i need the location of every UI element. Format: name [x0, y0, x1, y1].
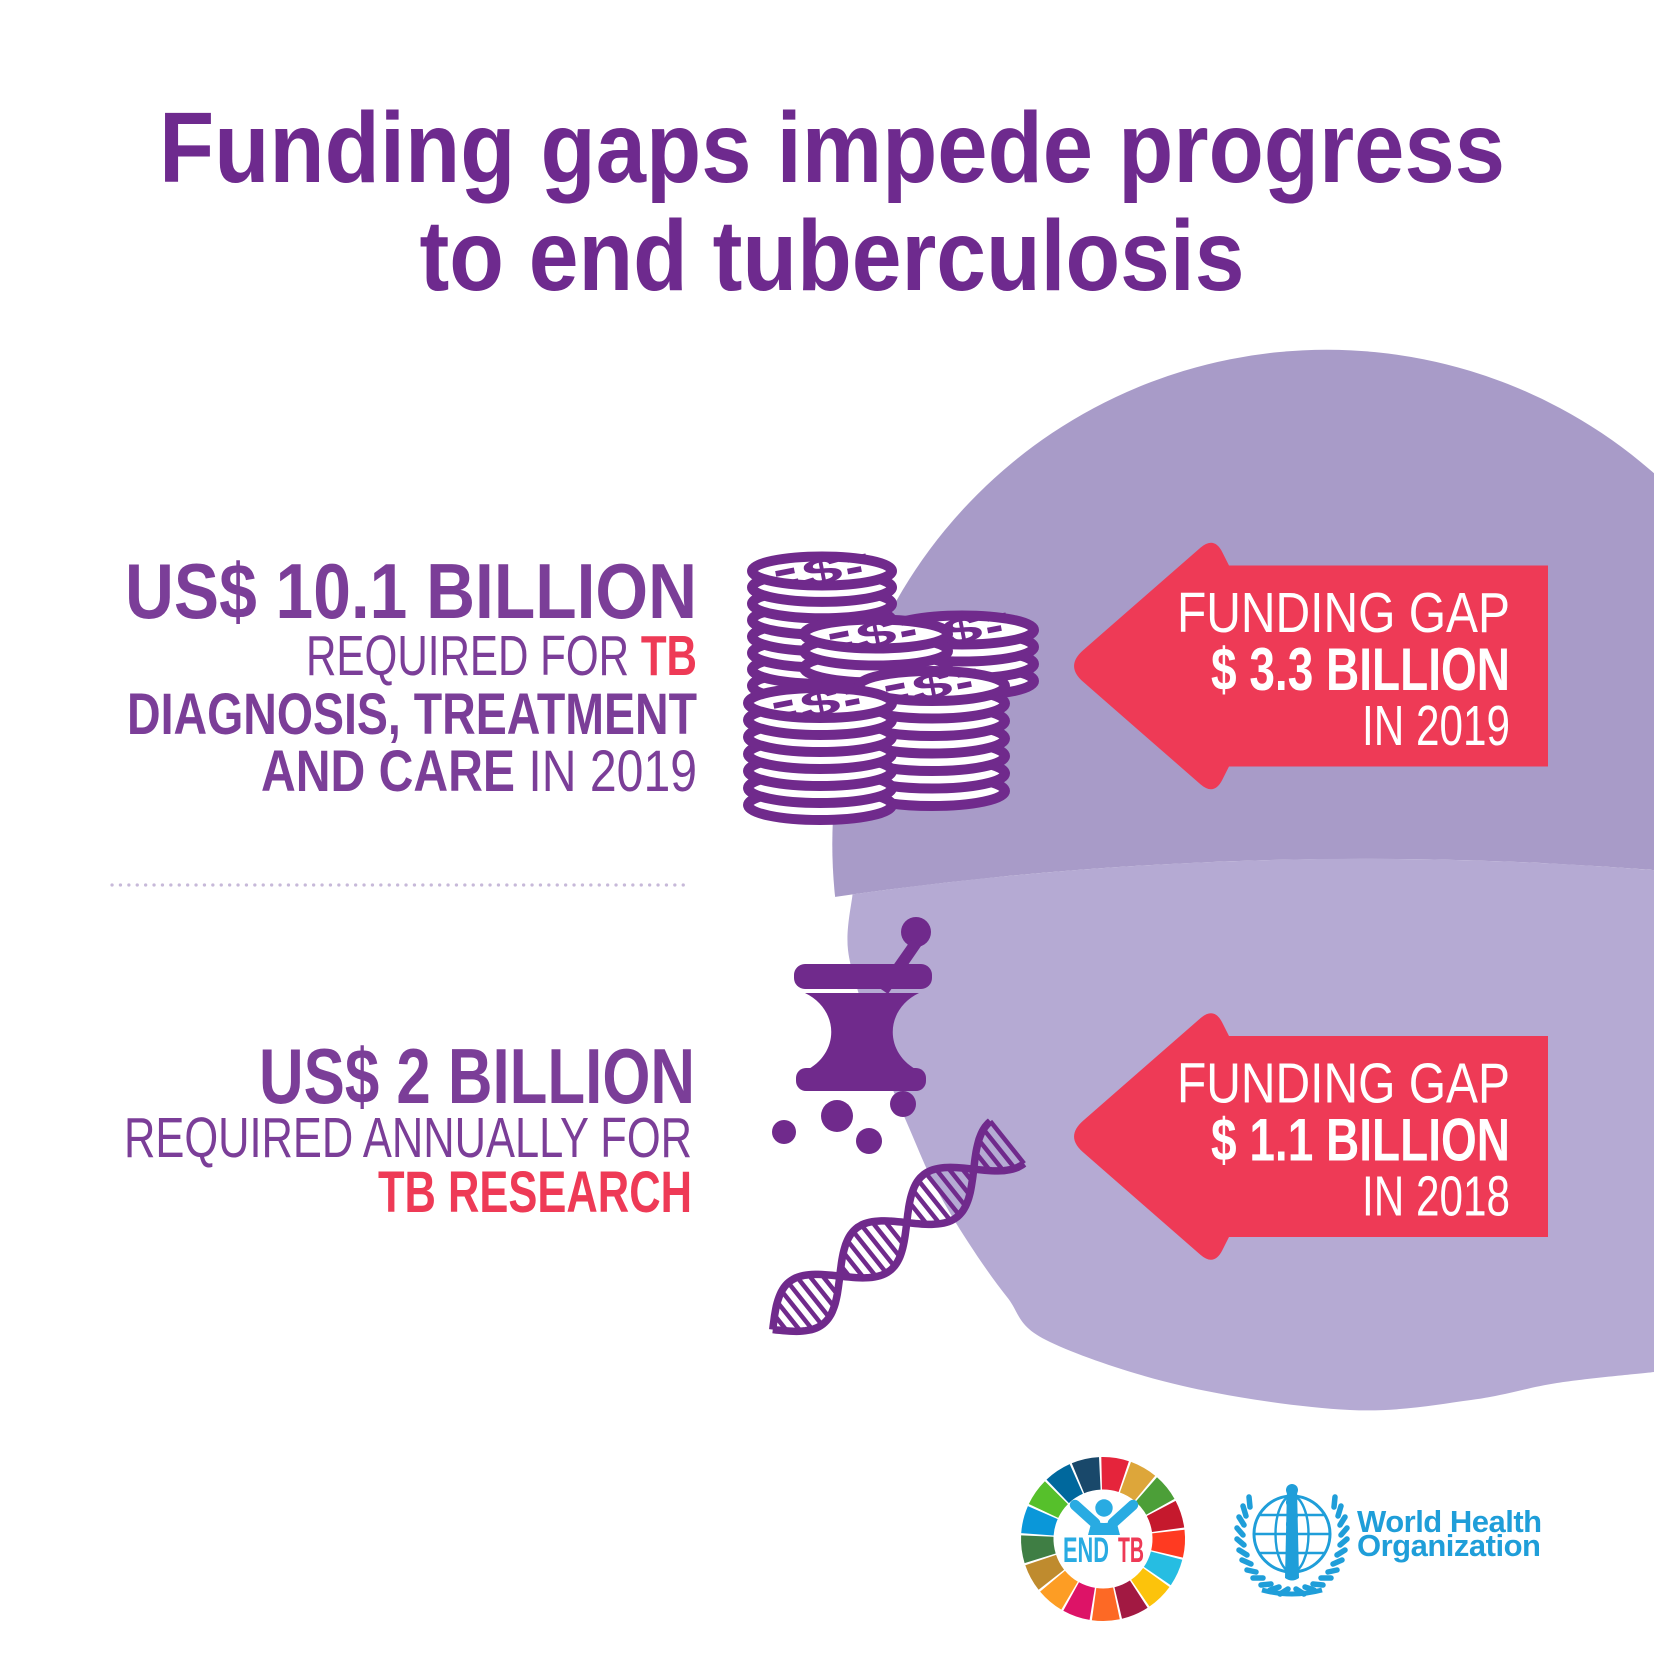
svg-text:to end tuberculosis: to end tuberculosis	[420, 200, 1245, 312]
svg-text:$: $	[796, 679, 843, 728]
svg-text:Organization: Organization	[1357, 1528, 1540, 1563]
svg-text:REQUIRED FOR TB: REQUIRED FOR TB	[306, 624, 697, 688]
svg-text:$: $	[908, 662, 955, 711]
svg-text:TB RESEARCH: TB RESEARCH	[378, 1160, 692, 1225]
svg-text:DIAGNOSIS, TREATMENT: DIAGNOSIS, TREATMENT	[127, 682, 697, 747]
svg-text:US$ 10.1 BILLION: US$ 10.1 BILLION	[125, 547, 697, 635]
svg-text:END: END	[1063, 1531, 1109, 1570]
svg-text:AND CARE IN 2019: AND CARE IN 2019	[261, 739, 697, 804]
svg-text:$ 3.3 BILLION: $ 3.3 BILLION	[1211, 636, 1510, 703]
svg-text:IN 2019: IN 2019	[1362, 694, 1510, 758]
svg-text:$: $	[798, 547, 845, 596]
svg-text:World Health: World Health	[1357, 1504, 1542, 1539]
svg-text:$ 1.1 BILLION: $ 1.1 BILLION	[1211, 1107, 1510, 1174]
svg-text:Funding gaps impede progress: Funding gaps impede progress	[159, 92, 1505, 204]
svg-text:US$ 2 BILLION: US$ 2 BILLION	[259, 1032, 695, 1120]
svg-text:FUNDING GAP: FUNDING GAP	[1177, 581, 1510, 645]
svg-text:TB: TB	[1118, 1531, 1144, 1570]
svg-text:IN 2018: IN 2018	[1362, 1165, 1510, 1229]
svg-text:FUNDING GAP: FUNDING GAP	[1177, 1052, 1510, 1116]
svg-text:$: $	[852, 610, 899, 659]
svg-text:REQUIRED ANNUALLY FOR: REQUIRED ANNUALLY FOR	[124, 1106, 692, 1170]
